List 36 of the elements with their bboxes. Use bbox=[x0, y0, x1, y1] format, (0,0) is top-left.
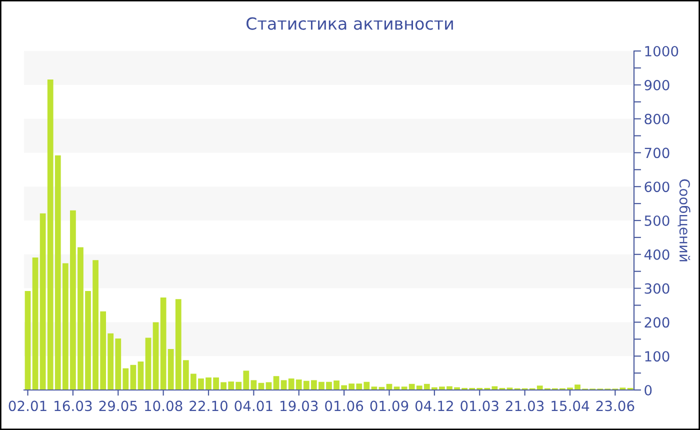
x-tick-label: 23.06 bbox=[596, 400, 634, 412]
x-tick-label: 16.03 bbox=[54, 400, 92, 412]
y-tick-label: 800 bbox=[644, 114, 670, 124]
x-tick-label: 22.10 bbox=[190, 400, 228, 412]
x-tick-label: 02.01 bbox=[8, 400, 46, 412]
y-tick-label: 0 bbox=[644, 384, 652, 396]
y-tick-label: 600 bbox=[644, 182, 670, 192]
y-tick-label: 900 bbox=[644, 80, 670, 90]
bar bbox=[273, 376, 280, 390]
y-tick-label: 500 bbox=[644, 215, 670, 226]
y-tick-label: 200 bbox=[644, 317, 670, 328]
y-tick-label: 400 bbox=[644, 249, 670, 260]
y-tick-label: 700 bbox=[644, 148, 670, 158]
y-tick-label: 1000 bbox=[645, 46, 678, 56]
x-tick-label: 15.04 bbox=[552, 400, 590, 412]
bar bbox=[250, 380, 257, 390]
chart-title: Статистика активности bbox=[246, 17, 453, 30]
x-tick-label: 04.12 bbox=[415, 400, 453, 412]
x-tick-label: 04.01 bbox=[234, 400, 272, 412]
x-tick-label: 29.05 bbox=[99, 400, 137, 412]
bar bbox=[130, 364, 136, 390]
bar bbox=[266, 382, 272, 390]
x-tick-label: 10.08 bbox=[144, 400, 182, 412]
bar bbox=[24, 291, 31, 390]
y-tick-label: 100 bbox=[645, 351, 670, 362]
x-tick-label: 01.09 bbox=[370, 400, 408, 412]
bar bbox=[138, 362, 144, 390]
bar bbox=[152, 322, 159, 390]
y-axis-title: Сообщений bbox=[678, 179, 690, 262]
x-tick-label: 19.03 bbox=[280, 400, 318, 412]
x-tick-label: 21.03 bbox=[506, 400, 544, 412]
x-tick-label: 01.06 bbox=[325, 400, 364, 412]
bar bbox=[32, 257, 38, 390]
bar bbox=[145, 338, 152, 390]
x-tick-label: 01.03 bbox=[460, 400, 498, 412]
y-tick-label: 300 bbox=[644, 283, 670, 294]
